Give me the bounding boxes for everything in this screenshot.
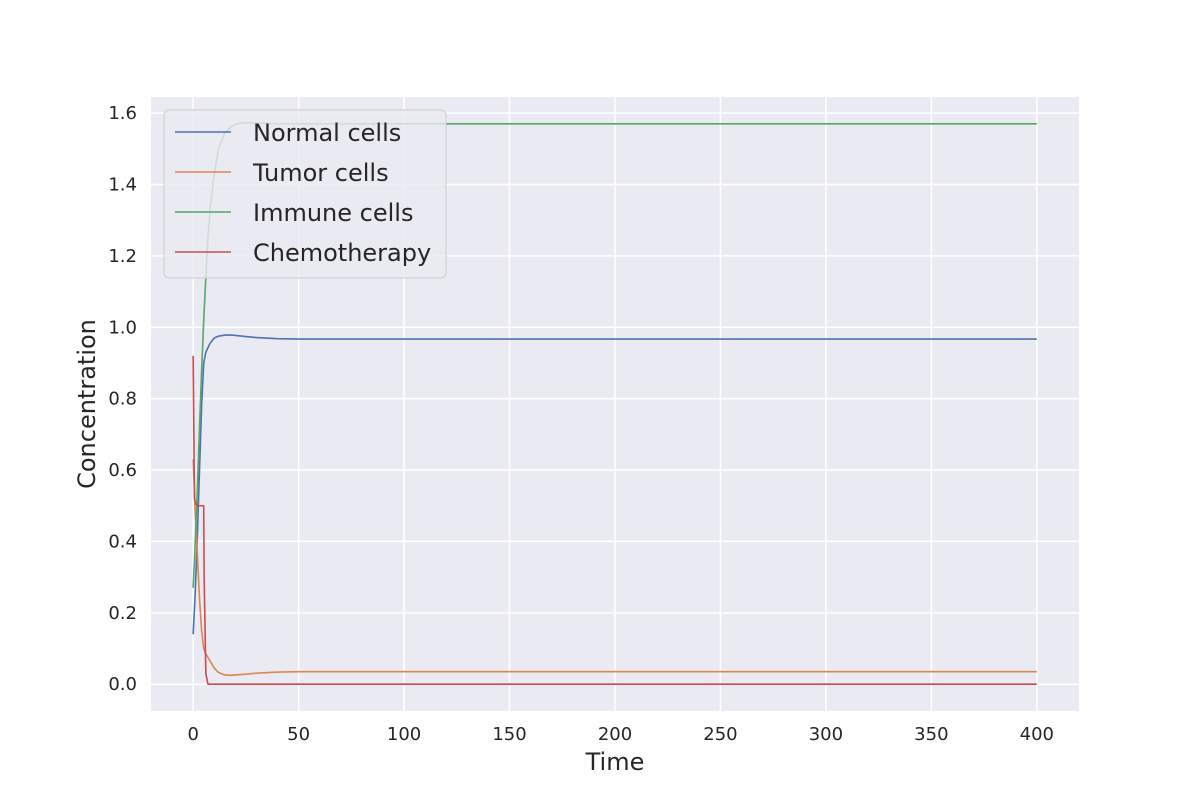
x-tick-label: 350 [914,724,948,745]
x-tick-label: 0 [187,724,198,745]
y-tick-label: 0.2 [108,603,137,624]
y-tick-label: 0.8 [108,389,137,410]
legend-label: Normal cells [253,119,401,147]
y-tick-label: 1.6 [108,103,137,124]
legend: Normal cells Tumor cells Immune cells Chemo… [163,109,447,279]
y-tick-label: 0.4 [108,531,137,552]
legend-label: Chemotherapy [253,239,431,267]
y-tick-label: 1.4 [108,174,137,195]
series-line-chemotherapy [192,355,1037,686]
y-tick-label: 1.2 [108,246,137,267]
y-axis-label: Concentration [73,319,101,489]
x-tick-label: 200 [598,724,632,745]
legend-label: Tumor cells [252,159,389,187]
legend-label: Immune cells [253,199,413,227]
x-tick-label: 300 [809,724,843,745]
x-axis-label: Time [585,748,645,776]
x-tick-label: 50 [287,724,310,745]
series-line-normal-cells [192,334,1037,635]
x-axis-ticks: 0 50 100 150 200 250 300 350 400 [187,724,1054,745]
y-tick-label: 0.0 [108,674,137,695]
x-tick-label: 150 [492,724,526,745]
x-tick-label: 100 [387,724,421,745]
x-tick-label: 250 [703,724,737,745]
y-tick-label: 1.0 [108,317,137,338]
x-tick-label: 400 [1020,724,1054,745]
legend-box [163,109,447,279]
series-line-tumor-cells [192,459,1037,677]
y-axis-ticks: 0.0 0.2 0.4 0.6 0.8 1.0 1.2 1.4 1.6 [108,103,137,695]
y-tick-label: 0.6 [108,460,137,481]
